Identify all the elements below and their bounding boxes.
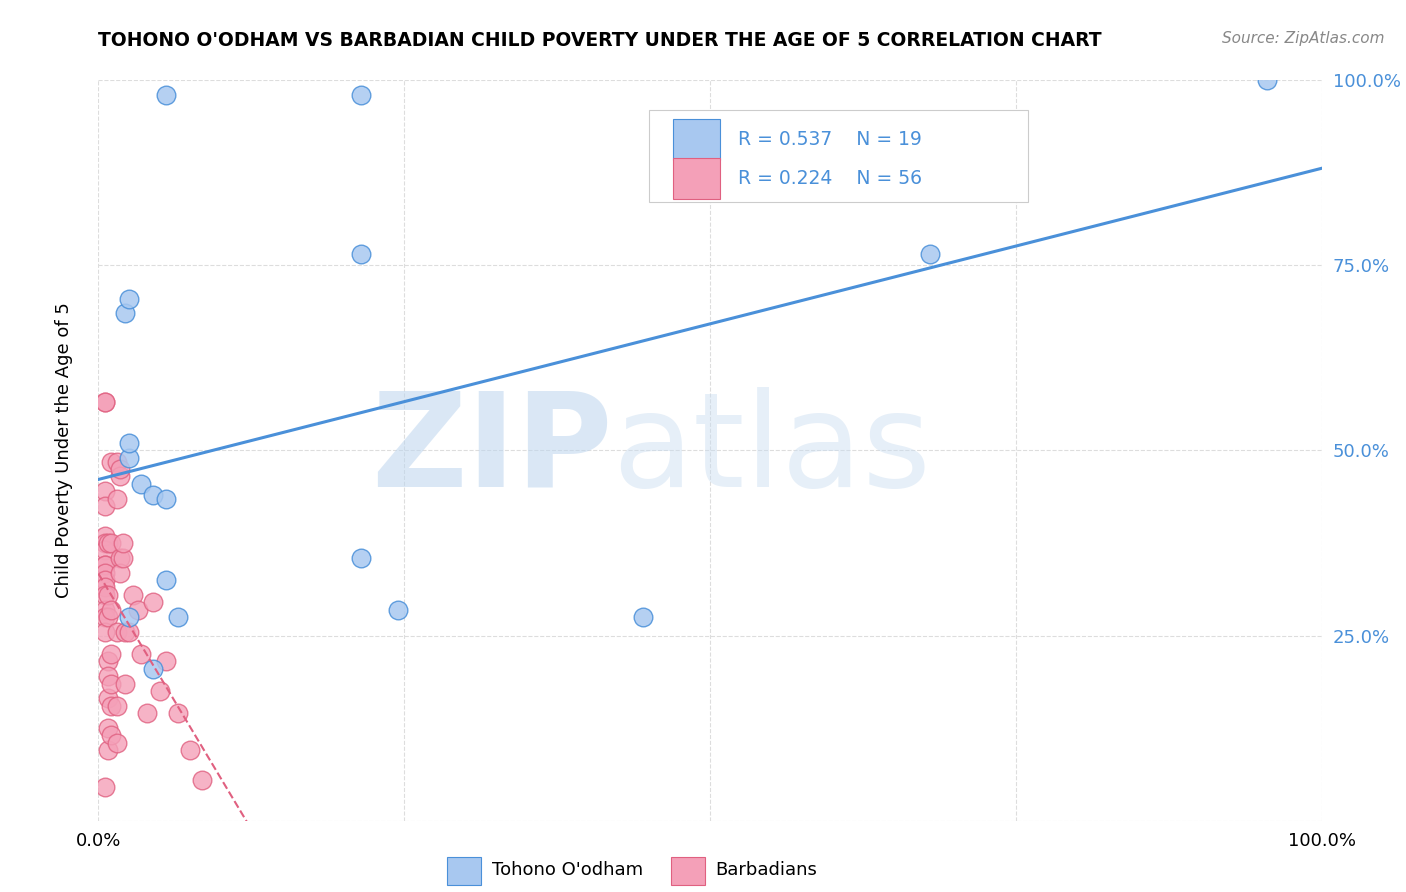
Point: [142, 488, 165, 502]
Point: [93, 528, 115, 542]
Point: [105, 736, 128, 750]
Point: [129, 476, 152, 491]
FancyBboxPatch shape: [673, 120, 720, 160]
FancyBboxPatch shape: [673, 159, 720, 199]
Point: [93, 581, 115, 595]
Point: [118, 436, 141, 450]
Point: [136, 706, 159, 721]
Point: [93, 780, 115, 795]
Point: [105, 454, 128, 468]
Point: [127, 602, 149, 616]
Point: [114, 624, 136, 639]
Point: [121, 588, 143, 602]
Point: [93, 566, 115, 580]
Text: R = 0.224    N = 56: R = 0.224 N = 56: [738, 169, 922, 188]
Text: R = 0.537    N = 19: R = 0.537 N = 19: [738, 130, 922, 149]
Point: [93, 395, 115, 409]
Point: [93, 588, 115, 602]
Point: [93, 536, 115, 550]
Point: [93, 395, 115, 409]
Point: [149, 684, 172, 698]
Point: [100, 602, 122, 616]
Point: [118, 450, 141, 465]
Point: [350, 247, 373, 261]
Point: [631, 610, 654, 624]
Point: [110, 462, 132, 476]
Point: [111, 536, 134, 550]
Y-axis label: Child Poverty Under the Age of 5: Child Poverty Under the Age of 5: [55, 302, 73, 599]
Text: Source: ZipAtlas.com: Source: ZipAtlas.com: [1222, 31, 1385, 46]
Point: [93, 558, 115, 573]
Point: [155, 491, 177, 506]
Point: [155, 573, 177, 587]
Point: [111, 550, 134, 565]
Point: [93, 573, 115, 587]
Point: [118, 292, 141, 306]
Point: [97, 721, 120, 735]
Point: [100, 647, 122, 661]
Point: [100, 454, 122, 468]
Point: [114, 306, 136, 320]
Point: [97, 536, 120, 550]
Text: ZIP: ZIP: [371, 387, 612, 514]
Point: [100, 536, 122, 550]
Point: [100, 676, 122, 690]
Point: [179, 743, 201, 757]
Point: [142, 595, 165, 609]
Point: [118, 610, 141, 624]
Point: [142, 662, 165, 676]
Point: [155, 655, 177, 669]
Point: [100, 729, 122, 743]
Point: [350, 88, 373, 103]
Point: [97, 743, 120, 757]
Point: [191, 772, 214, 787]
FancyBboxPatch shape: [447, 857, 481, 885]
Point: [110, 566, 132, 580]
Point: [155, 88, 177, 103]
Point: [105, 491, 128, 506]
Text: atlas: atlas: [612, 387, 931, 514]
Point: [97, 588, 120, 602]
Point: [387, 602, 409, 616]
FancyBboxPatch shape: [671, 857, 706, 885]
Text: Barbadians: Barbadians: [714, 862, 817, 880]
Point: [920, 247, 942, 261]
Text: Tohono O'odham: Tohono O'odham: [492, 862, 644, 880]
Point: [110, 550, 132, 565]
Point: [100, 698, 122, 713]
Point: [93, 558, 115, 573]
Point: [105, 624, 128, 639]
Point: [97, 691, 120, 706]
Point: [114, 676, 136, 690]
Point: [167, 610, 190, 624]
Point: [93, 602, 115, 616]
Point: [93, 499, 115, 513]
Point: [350, 550, 373, 565]
Point: [97, 669, 120, 683]
FancyBboxPatch shape: [650, 110, 1028, 202]
Point: [118, 624, 141, 639]
Point: [105, 698, 128, 713]
Point: [97, 655, 120, 669]
Point: [93, 624, 115, 639]
Point: [93, 543, 115, 558]
Point: [129, 647, 152, 661]
Point: [93, 484, 115, 499]
Point: [97, 610, 120, 624]
Text: TOHONO O'ODHAM VS BARBADIAN CHILD POVERTY UNDER THE AGE OF 5 CORRELATION CHART: TOHONO O'ODHAM VS BARBADIAN CHILD POVERT…: [98, 31, 1102, 50]
Point: [167, 706, 190, 721]
Point: [110, 469, 132, 483]
Point: [1256, 73, 1278, 87]
Point: [93, 610, 115, 624]
